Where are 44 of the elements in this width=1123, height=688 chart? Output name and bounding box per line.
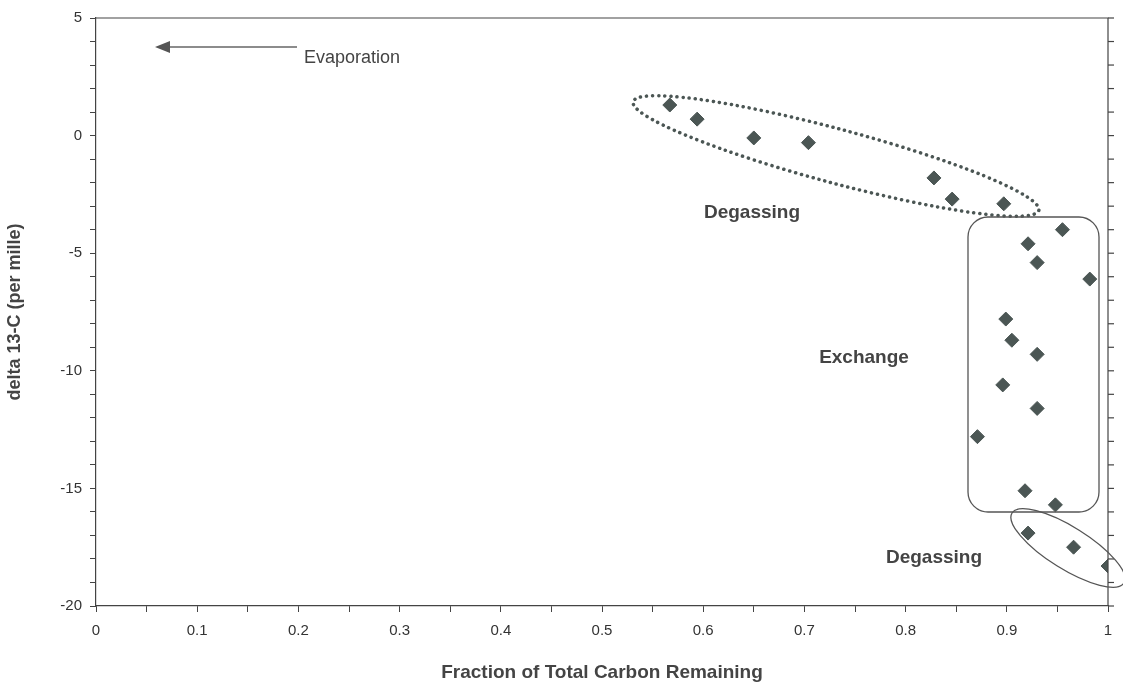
y-tick-label: -15 — [60, 478, 82, 496]
x-tick-label: 0.2 — [287, 621, 309, 639]
point — [1017, 483, 1033, 499]
x-tick-label: 1 — [1103, 621, 1113, 639]
y-tick-label: -5 — [68, 243, 82, 261]
point — [1020, 236, 1036, 252]
annotation: Evaporation — [304, 46, 401, 67]
x-tick-label: 0.9 — [996, 621, 1018, 639]
x-axis-title: Fraction of Total Carbon Remaining — [441, 660, 763, 682]
point — [1066, 539, 1082, 555]
x-tick-label: 0.1 — [186, 621, 208, 639]
y-tick-label: 0 — [73, 125, 82, 143]
point — [1020, 525, 1036, 541]
annotation: Exchange — [819, 346, 909, 368]
x-tick-label: 0.8 — [895, 621, 917, 639]
point — [800, 135, 816, 151]
annotation: Degassing — [703, 201, 801, 223]
x-tick-label: 0 — [91, 621, 101, 639]
y-tick-label: -20 — [60, 596, 82, 614]
point — [926, 170, 942, 186]
point — [746, 130, 762, 146]
point — [1054, 222, 1070, 238]
point — [662, 97, 678, 113]
y-tick-label: 5 — [73, 8, 82, 26]
y-tick-label: -10 — [60, 360, 82, 378]
point — [1029, 255, 1045, 271]
x-tick-label: 0.5 — [591, 621, 613, 639]
point — [995, 377, 1011, 393]
point — [1047, 497, 1063, 513]
x-tick-label: 0.4 — [490, 621, 512, 639]
y-axis-title: delta 13-C (per mille) — [3, 223, 24, 401]
point — [1029, 346, 1045, 362]
x-tick-label: 0.7 — [793, 621, 815, 639]
point — [998, 311, 1014, 327]
point — [1004, 332, 1020, 348]
point — [689, 111, 705, 127]
x-tick-label: 0.3 — [389, 621, 411, 639]
point — [969, 429, 985, 445]
point — [944, 191, 960, 207]
point — [1082, 271, 1098, 287]
annotation: Degassing — [885, 546, 983, 568]
x-tick-label: 0.6 — [692, 621, 714, 639]
point — [1029, 400, 1045, 416]
point — [996, 196, 1012, 212]
